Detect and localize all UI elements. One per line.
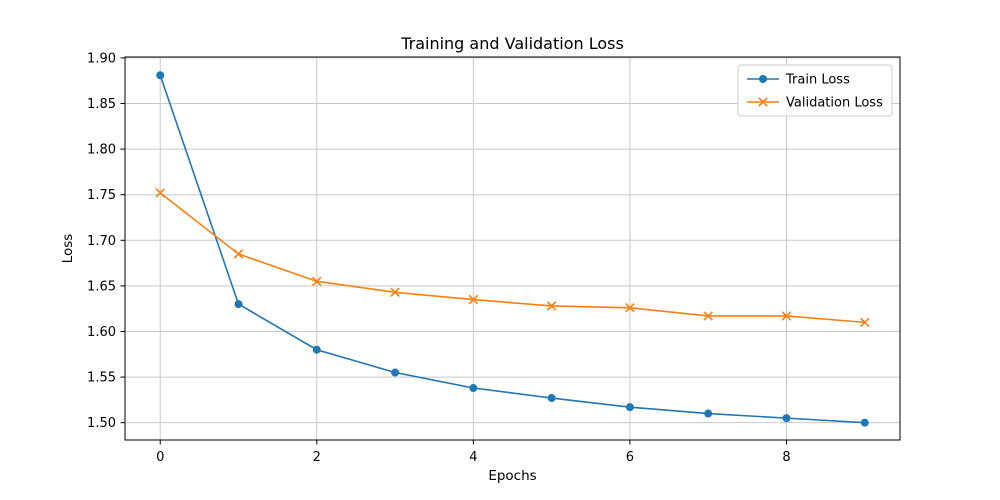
marker-circle-train-loss <box>234 300 243 309</box>
marker-x-validation-loss <box>233 249 244 259</box>
marker-x-validation-loss <box>625 303 635 313</box>
y-tick-label: 1.75 <box>87 188 116 203</box>
marker-x-validation-loss <box>468 294 479 305</box>
legend-box <box>737 64 893 117</box>
y-tick-label: 1.50 <box>87 416 116 431</box>
marker-x-validation-loss <box>546 301 557 311</box>
x-axis-label: Epochs <box>488 468 536 484</box>
marker-x-validation-loss <box>703 311 713 321</box>
y-axis-label: Loss <box>60 234 76 264</box>
y-tick-label: 1.65 <box>87 279 116 294</box>
legend-marker-x <box>758 97 768 107</box>
legend: Train Loss Validation Loss <box>737 64 893 117</box>
chart-title: Training and Validation Loss <box>400 34 624 53</box>
marker-circle-train-loss <box>782 414 791 423</box>
marker-circle-train-loss <box>156 71 165 80</box>
legend-marker-circle <box>759 75 767 83</box>
marker-circle-train-loss <box>860 418 869 427</box>
x-tick-label: 4 <box>469 450 477 465</box>
y-tick-label: 1.80 <box>87 143 116 158</box>
marker-circle-train-loss <box>704 409 713 418</box>
legend-label-validation-loss: Validation Loss <box>786 96 883 111</box>
marker-x-validation-loss <box>781 311 792 321</box>
marker-circle-train-loss <box>312 345 321 354</box>
y-tick-label: 1.85 <box>87 97 116 112</box>
marker-x-validation-loss <box>312 276 322 287</box>
series-line-train-loss <box>159 74 865 424</box>
marker-circle-train-loss <box>625 403 634 412</box>
marker-x-validation-loss <box>155 188 165 198</box>
x-tick-label: 6 <box>626 450 634 465</box>
y-tick-label: 1.60 <box>87 325 116 340</box>
marker-circle-train-loss <box>547 394 556 403</box>
y-tick-label: 1.90 <box>87 51 116 66</box>
marker-x-validation-loss <box>860 317 870 328</box>
x-tick-label: 2 <box>313 450 321 465</box>
legend-label-train-loss: Train Loss <box>785 73 850 88</box>
x-tick-label: 8 <box>782 450 790 465</box>
y-tick-label: 1.55 <box>87 371 116 386</box>
marker-circle-train-loss <box>469 384 478 393</box>
series-line-validation-loss <box>159 192 865 324</box>
x-tick-label: 0 <box>156 450 164 465</box>
axes-box <box>124 56 901 441</box>
y-tick-label: 1.70 <box>87 234 116 249</box>
marker-circle-train-loss <box>391 368 400 377</box>
marker-x-validation-loss <box>390 287 400 298</box>
